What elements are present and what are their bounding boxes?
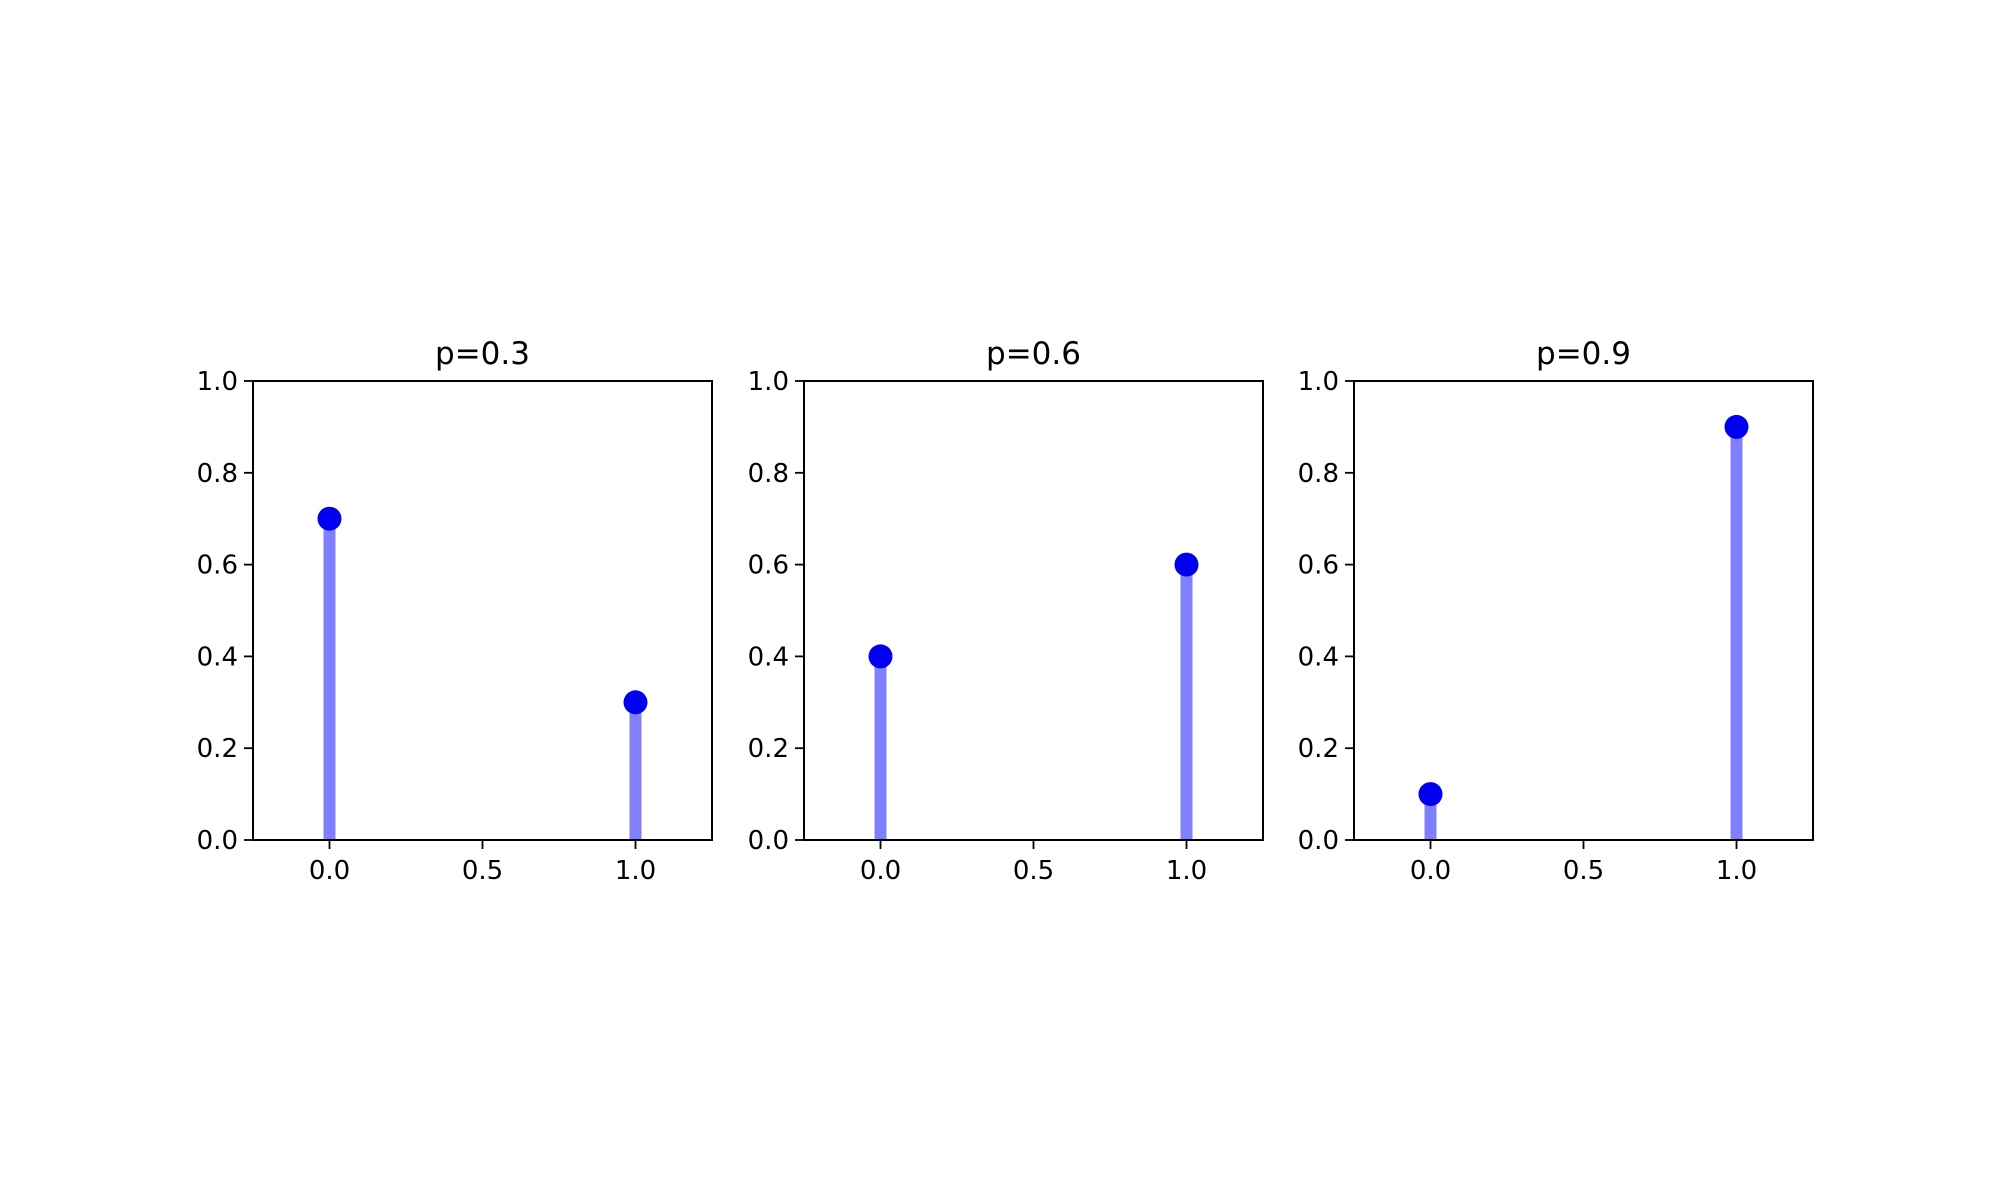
subplot-1: 0.0 0.2 0.4 0.6 0.8 1.0 0.0 0.5 1.0 p=0.3	[197, 336, 713, 886]
chart-title: p=0.6	[986, 336, 1081, 372]
stem-marker	[1418, 782, 1443, 807]
y-tick-label: 0.0	[197, 826, 238, 856]
x-tick-label: 0.0	[1410, 856, 1451, 886]
axes-frame	[803, 380, 1264, 841]
y-tick-label: 0.6	[1298, 551, 1339, 581]
y-tick-label: 0.6	[748, 551, 789, 581]
axes-frame	[252, 380, 713, 841]
y-tick-label: 0.8	[1298, 459, 1339, 489]
y-tick-label: 1.0	[748, 367, 789, 397]
y-tick-label: 0.4	[197, 642, 238, 672]
x-tick-label: 1.0	[1166, 856, 1207, 886]
x-tick-label: 0.5	[462, 856, 503, 886]
y-tick-label: 0.4	[1298, 642, 1339, 672]
axes-frame	[1353, 380, 1814, 841]
x-tick-label: 0.5	[1563, 856, 1604, 886]
y-tick-label: 0.8	[197, 459, 238, 489]
y-tick-label: 1.0	[197, 367, 238, 397]
y-tick-label: 0.2	[1298, 734, 1339, 764]
x-tick-label: 1.0	[615, 856, 656, 886]
y-tick-label: 0.2	[197, 734, 238, 764]
stem-marker	[1174, 552, 1199, 577]
chart-title: p=0.9	[1536, 336, 1631, 372]
y-tick-label: 0.4	[748, 642, 789, 672]
subplot-2: 0.0 0.2 0.4 0.6 0.8 1.0 0.0 0.5 1.0 p=0.6	[748, 336, 1264, 886]
chart-title: p=0.3	[435, 336, 530, 372]
stem-marker	[1724, 414, 1749, 439]
y-tick-label: 1.0	[1298, 367, 1339, 397]
y-tick-label: 0.8	[748, 459, 789, 489]
x-tick-label: 0.0	[309, 856, 350, 886]
x-tick-label: 0.5	[1013, 856, 1054, 886]
x-tick-label: 1.0	[1716, 856, 1757, 886]
y-tick-label: 0.6	[197, 551, 238, 581]
x-tick-label: 0.0	[860, 856, 901, 886]
y-tick-label: 0.0	[1298, 826, 1339, 856]
stem-marker	[623, 690, 648, 715]
y-tick-label: 0.0	[748, 826, 789, 856]
subplot-3: 0.0 0.2 0.4 0.6 0.8 1.0 0.0 0.5 1.0 p=0.9	[1298, 336, 1814, 886]
y-tick-label: 0.2	[748, 734, 789, 764]
stem-marker	[868, 644, 893, 669]
stem-marker	[317, 506, 342, 531]
